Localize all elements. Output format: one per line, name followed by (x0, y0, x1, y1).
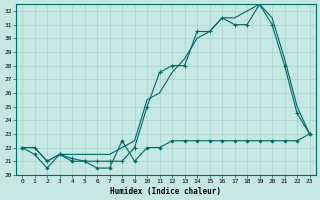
X-axis label: Humidex (Indice chaleur): Humidex (Indice chaleur) (110, 187, 221, 196)
